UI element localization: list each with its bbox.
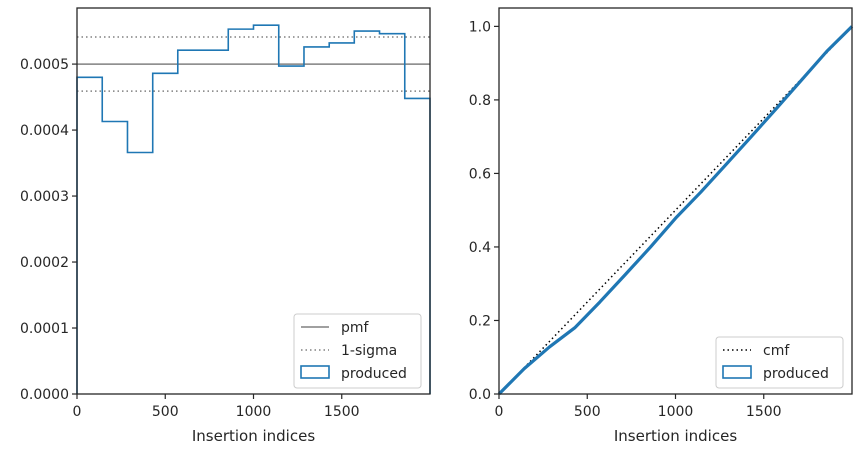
x-axis-label: Insertion indices [614,427,737,445]
legend-box [293,313,422,389]
plot-frame [498,7,853,395]
legend: cmf produced [715,336,844,389]
y-tick-label: 1.0 [469,19,491,35]
legend-box [715,336,844,389]
x-tick-label: 0 [73,404,82,420]
x-axis-label: Insertion indices [192,427,315,445]
produced-histogram [76,24,431,394]
x-tick-label: 1500 [324,404,360,420]
legend: pmf 1-sigma produced [293,313,422,389]
legend-pmf-label: pmf [341,320,370,336]
legend-produced-label: produced [341,366,407,382]
y-tick-label: 0.0004 [20,123,69,139]
legend-produced-label: produced [763,366,829,382]
legend-produced-swatch [722,365,752,379]
y-tick-label: 0.2 [469,313,491,329]
x-tick-label: 500 [574,404,601,420]
legend-produced-swatch [300,365,330,379]
legend-cmf-label: cmf [763,343,790,359]
y-tick-label: 0.0003 [20,189,69,205]
y-tick-label: 0.0 [469,387,491,403]
legend-sigma-label: 1-sigma [341,343,397,359]
pmf-chart: 0 500 1000 1500 0.0000 0.0001 0.0002 0.0003 0.00… [20,7,431,445]
x-tick-label: 1000 [236,404,272,420]
y-tick-label: 0.8 [469,93,491,109]
x-tick-label: 500 [152,404,179,420]
y-tick-label: 0.6 [469,166,491,182]
x-tick-label: 1500 [746,404,782,420]
cmf-chart: 0 500 1000 1500 0.0 0.2 0.4 0.6 0.8 1.0 Insertion … [469,7,854,445]
y-tick-label: 0.4 [469,240,491,256]
y-tick-label: 0.0005 [20,57,69,73]
y-tick-label: 0.0000 [20,387,69,403]
y-tick-label: 0.0002 [20,255,69,271]
y-tick-label: 0.0001 [20,321,69,337]
x-tick-label: 0 [495,404,504,420]
x-tick-label: 1000 [658,404,694,420]
